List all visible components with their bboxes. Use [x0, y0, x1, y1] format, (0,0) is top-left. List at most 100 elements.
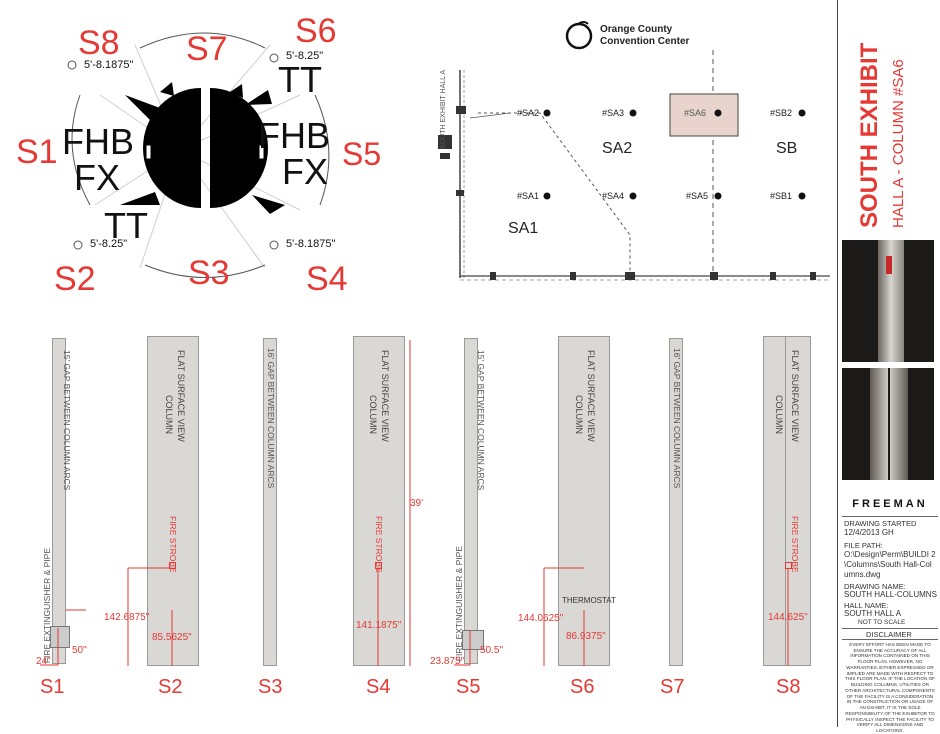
s7-gap-text: 16' GAP BETWEEN COLUMN ARCS — [672, 348, 682, 489]
col-sa4: #SA4 — [602, 191, 625, 201]
s1-dim-b: 50" — [72, 645, 87, 656]
disclaimer-text: EVERY EFFORT HAS BEEN MADE TO ENSURE THE… — [845, 642, 935, 734]
col-sb2: #SB2 — [770, 108, 793, 118]
s2-device-label: FIRE STROBE — [168, 516, 178, 573]
right-label-fhb: FHB — [258, 115, 330, 156]
logo-line-1: Orange County — [600, 24, 673, 35]
label-s2: S2 — [158, 676, 183, 698]
right-column-half — [210, 88, 268, 208]
s6-dim-b: 86.9375" — [566, 631, 606, 642]
label-s5: S5 — [456, 676, 481, 698]
column-plan-diagram — [67, 32, 330, 278]
s1-dim-a: 24" — [36, 656, 51, 667]
column-overview: S8 S7 S6 S1 S5 S2 S3 S4 FHB FX FHB FX TT… — [0, 0, 381, 300]
s2-subtitle: FLAT SURFACE VIEW — [176, 350, 186, 442]
side-hall-label: SOUTH EXHIBIT HALL A — [440, 70, 447, 149]
occc-logo: Orange County Convention Center — [564, 16, 724, 56]
tt-label-top: TT — [278, 59, 322, 100]
s6-subtitle: FLAT SURFACE VIEW — [586, 350, 596, 442]
s1-gap-text: 15' GAP BETWEEN COLUMN ARCS — [62, 350, 72, 491]
drawing-started-label: DRAWING STARTED — [844, 519, 917, 528]
elevations: 15' GAP BETWEEN COLUMN ARCS FIRE EXTINGU… — [0, 320, 830, 727]
s8-subtitle: FLAT SURFACE VIEW — [790, 350, 800, 442]
col-sa6: #SA6 — [684, 108, 707, 118]
s5-dim-b: 50.5" — [480, 645, 504, 656]
logo-line-2: Convention Center — [600, 36, 690, 47]
left-column-half — [143, 88, 201, 208]
file-path-label: FILE PATH: — [844, 541, 883, 550]
s1-device — [50, 626, 70, 648]
file-path: O:\Design\Perm\BUILDI 2\Columns\South Ha… — [844, 550, 936, 579]
label-s7: S7 — [660, 676, 685, 698]
label-s8: S8 — [776, 676, 801, 698]
dimension-lines — [40, 340, 789, 666]
label-s1: S1 — [40, 676, 65, 698]
s5-device — [462, 630, 484, 650]
col-sa1: #SA1 — [517, 191, 540, 201]
elevation-s1 — [52, 338, 66, 664]
zone-sb: SB — [776, 140, 798, 157]
left-label-fhb: FHB — [62, 121, 134, 162]
col-sa5: #SA5 — [686, 191, 709, 201]
s4-subtitle: FLAT SURFACE VIEW — [380, 350, 390, 442]
tt-label-bottom: TT — [104, 205, 148, 246]
title-banner: SOUTH EXHIBIT HALL A - COLUMN #SA6 — [838, 0, 940, 236]
s6-dim-a: 144.0625" — [518, 613, 564, 624]
s4-dim-a: 39' — [410, 498, 424, 509]
hall-name-label: HALL NAME: — [844, 601, 889, 610]
section-label-s5: S5 — [342, 136, 382, 172]
sidebar-subtitle: HALL A - COLUMN #SA6 — [890, 59, 907, 228]
elevation-s4 — [353, 336, 405, 666]
col-sa2: #SA2 — [517, 108, 540, 118]
right-label-fx: FX — [282, 151, 329, 192]
elevation-s5 — [464, 338, 478, 664]
s8-divider — [785, 336, 786, 666]
col-sb1: #SB1 — [770, 191, 793, 201]
section-label-s7: S7 — [186, 30, 228, 68]
s5-dim-a: 23.875" — [430, 656, 465, 667]
elevation-s3 — [263, 338, 277, 666]
title-block: SOUTH EXHIBIT HALL A - COLUMN #SA6 FREEM… — [837, 0, 940, 733]
left-label-fx: FX — [74, 157, 121, 198]
s4-dim-b: 141.1875" — [356, 620, 402, 631]
dim-s6: 5'-8.25" — [286, 50, 324, 62]
elevation-s8 — [763, 336, 811, 666]
section-label-s4: S4 — [306, 260, 348, 298]
s6-device-label: THERMOSTAT — [562, 596, 616, 605]
section-label-s1: S1 — [16, 133, 58, 171]
s5-gap-text: 15' GAP BETWEEN COLUMN ARCS — [476, 350, 486, 491]
occc-logo-icon — [565, 21, 593, 50]
hall-name: SOUTH HALL A — [844, 609, 902, 618]
s8-device-label: FIRE STROBE — [790, 516, 800, 573]
sidebar-title: SOUTH EXHIBIT — [856, 42, 883, 228]
s2-title: COLUMN — [164, 395, 174, 435]
photo-column-2 — [842, 368, 934, 480]
zone-sa2: SA2 — [602, 140, 633, 157]
drawing-name-label: DRAWING NAME: — [844, 582, 906, 591]
section-label-s3: S3 — [188, 254, 230, 292]
drawing-started: 12/4/2013 GH — [844, 528, 894, 537]
section-label-s8: S8 — [78, 24, 120, 62]
floor-plan-lines — [438, 50, 830, 281]
disclaimer-label: DISCLAIMER — [866, 630, 912, 639]
col-sa3: #SA3 — [602, 108, 625, 118]
dim-s2: 5'-8.25" — [90, 238, 128, 250]
elevation-s2 — [147, 336, 199, 666]
scale-note: NOT TO SCALE — [858, 619, 906, 626]
section-label-s6: S6 — [295, 12, 337, 50]
elevation-s7 — [669, 338, 683, 666]
s4-device-label: FIRE STROBE — [374, 516, 384, 573]
zone-sa1: SA1 — [508, 220, 539, 237]
s2-device — [169, 562, 176, 569]
s3-gap-text: 16' GAP BETWEEN COLUMN ARCS — [266, 348, 276, 489]
s8-title: COLUMN — [774, 395, 784, 435]
floor-plan: Orange County Convention Center — [430, 10, 830, 300]
label-s4: S4 — [366, 676, 391, 698]
label-s3: S3 — [258, 676, 283, 698]
freeman-logo: FREEMAN — [852, 498, 928, 510]
photo-column-1 — [842, 240, 934, 362]
drawing-name: SOUTH HALL-COLUMNS — [844, 590, 937, 599]
s2-dim-a: 142.6875" — [104, 612, 150, 623]
s4-title: COLUMN — [368, 395, 378, 435]
label-s6: S6 — [570, 676, 595, 698]
